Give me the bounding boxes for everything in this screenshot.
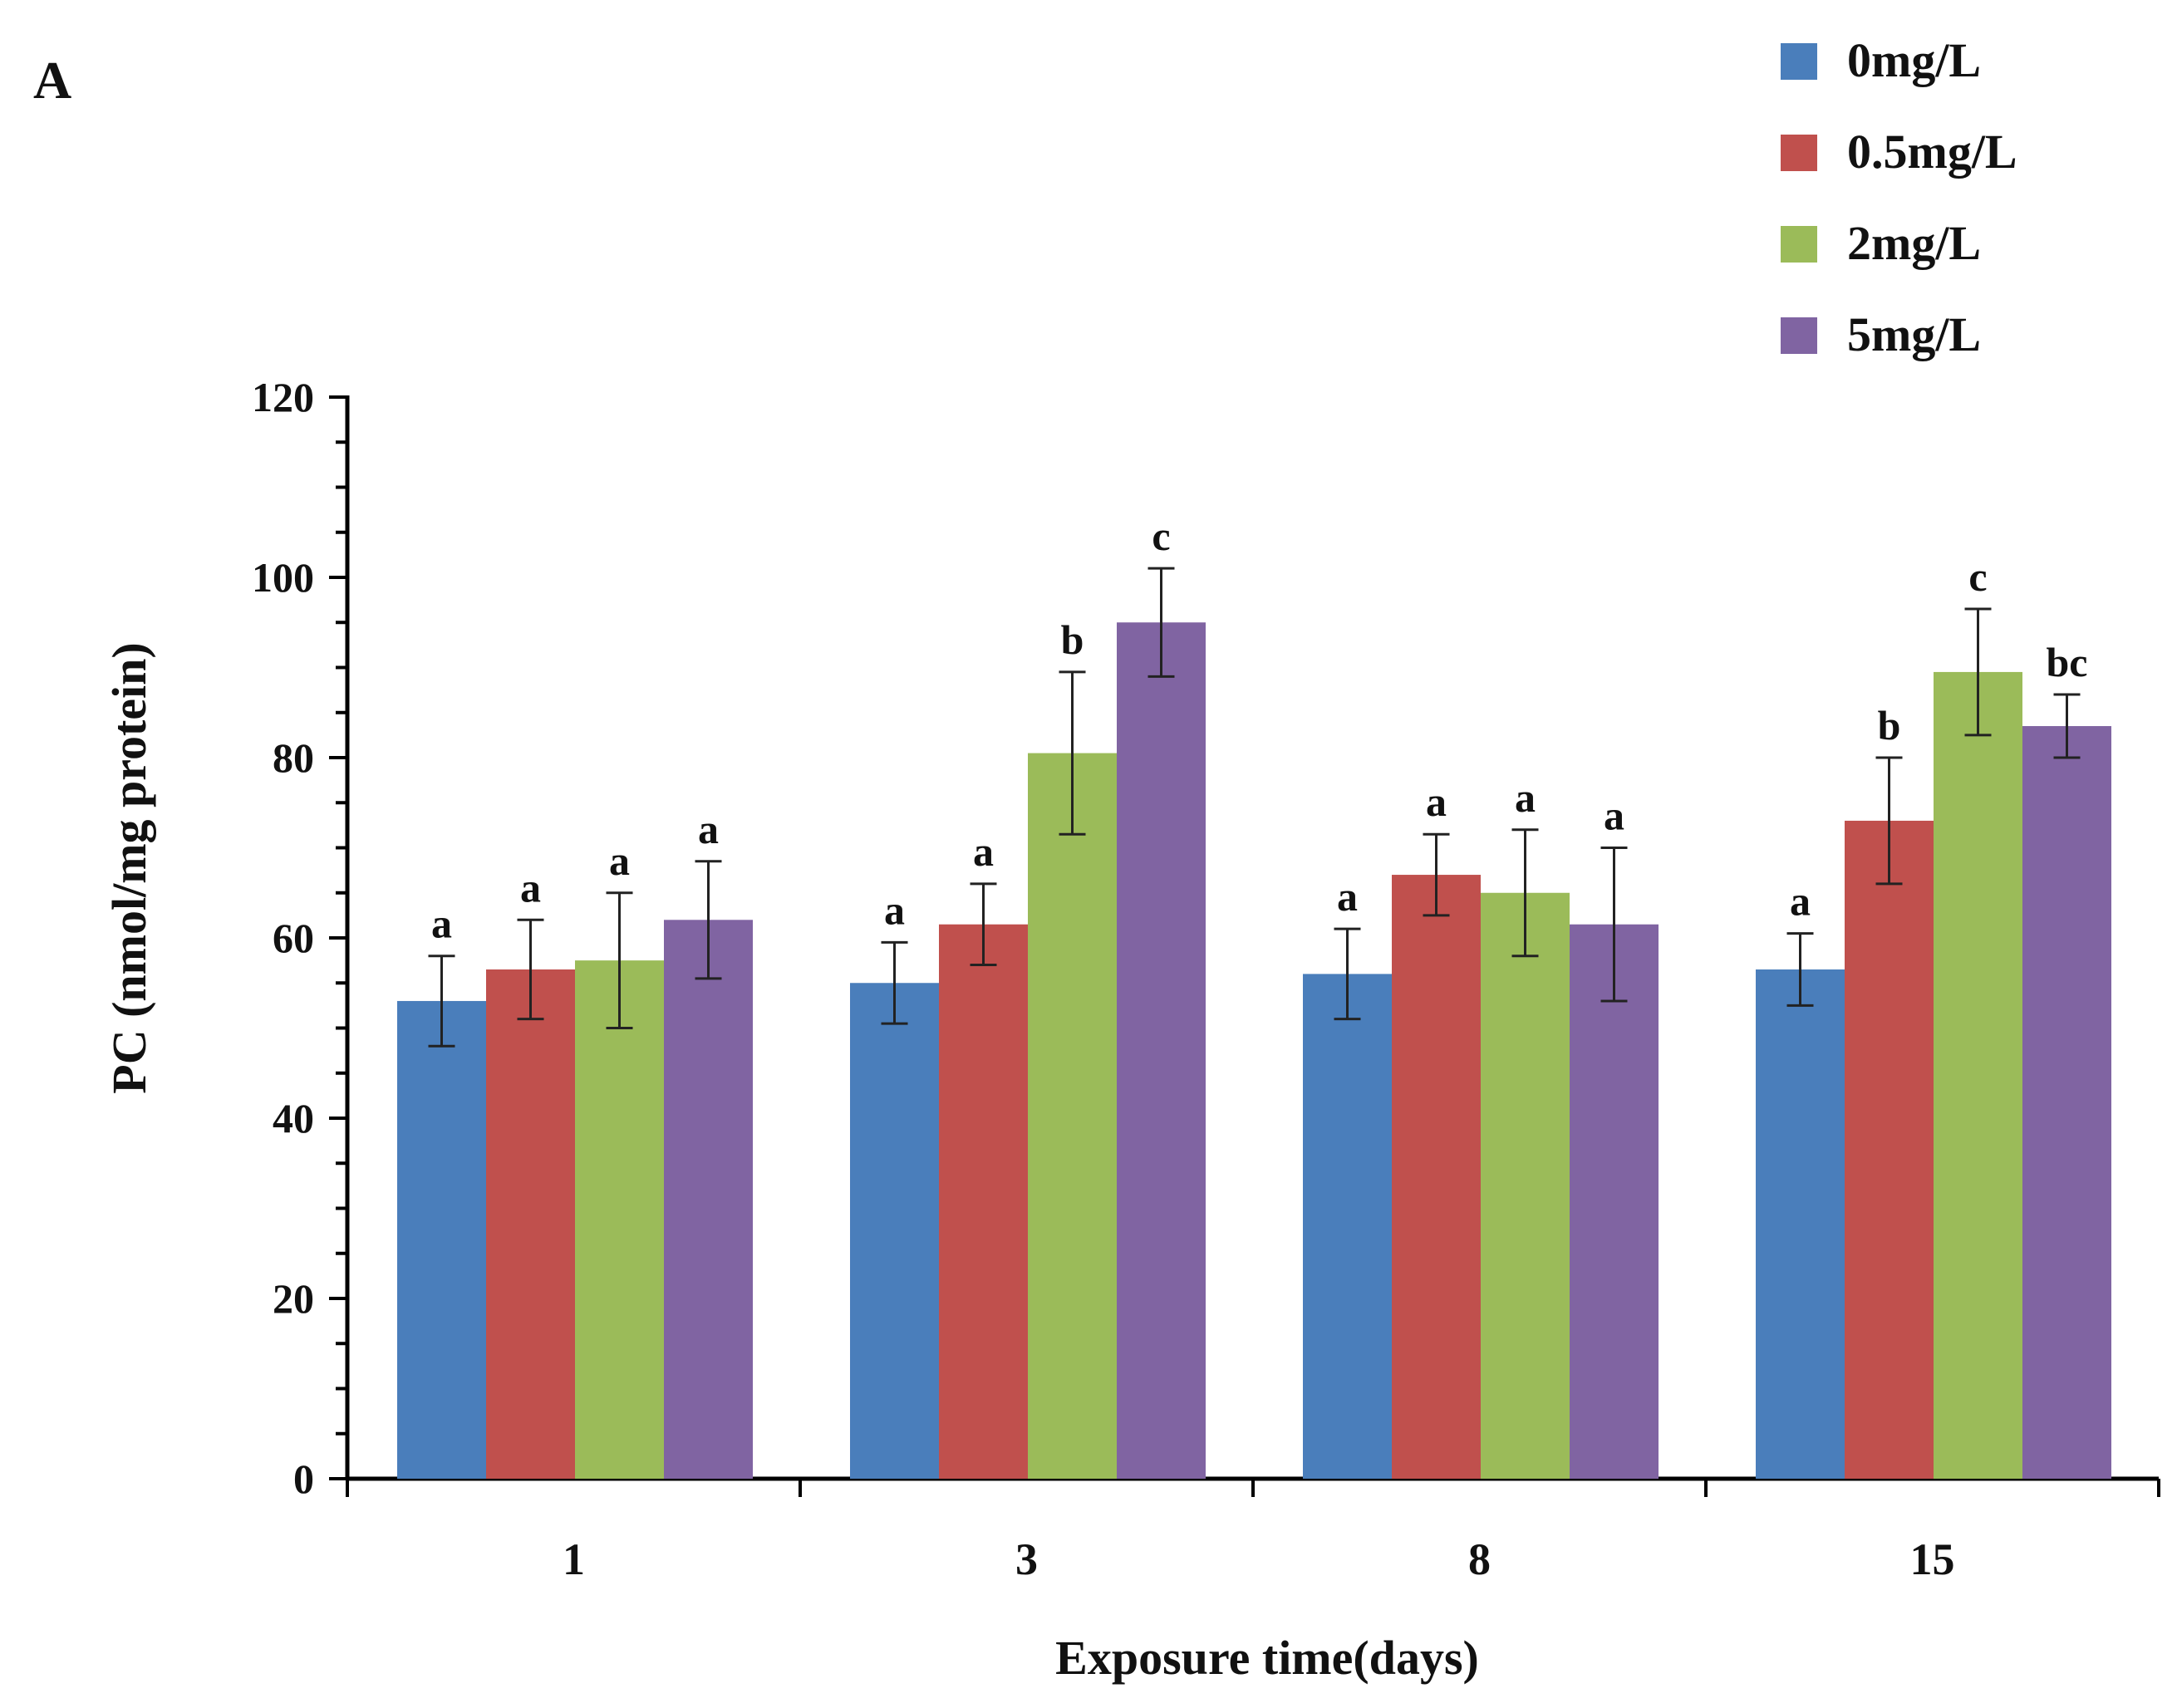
significance-label: bc [2047, 639, 2088, 685]
significance-label: b [1061, 616, 1084, 663]
significance-label: a [520, 864, 541, 910]
y-tick-label: 40 [273, 1095, 314, 1141]
significance-label: a [1515, 774, 1536, 821]
significance-label: b [1878, 702, 1901, 748]
significance-label: a [609, 837, 630, 884]
bar-2mgL-day1 [575, 960, 664, 1479]
legend-swatch [1781, 135, 1817, 171]
panel-label: A [33, 51, 71, 110]
y-tick-label: 80 [273, 734, 314, 781]
x-axis: 1 3 8 15 [346, 1476, 2160, 1584]
bar-05mgL-day1 [486, 969, 575, 1479]
bar-5mgL-day1 [664, 920, 753, 1479]
bar-5mgL-day3 [1117, 622, 1206, 1479]
x-tick-label: 15 [1910, 1534, 1955, 1584]
y-tick-label: 60 [273, 915, 314, 961]
legend-label: 2mg/L [1847, 216, 1981, 270]
significance-label: a [1790, 878, 1811, 925]
y-tick-label: 120 [252, 374, 314, 420]
legend-label: 0mg/L [1847, 33, 1981, 87]
legend: 0mg/L 0.5mg/L 2mg/L 5mg/L [1781, 33, 2017, 361]
bar-0mgL-day3 [850, 983, 939, 1479]
significance-label: a [973, 828, 994, 875]
bar-05mgL-day15 [1845, 820, 1934, 1479]
significance-label: a [884, 886, 905, 933]
legend-swatch [1781, 43, 1817, 80]
bar-2mgL-day15 [1934, 671, 2022, 1479]
significance-label: a [698, 806, 719, 852]
significance-label: a [1426, 778, 1447, 825]
bar-2mgL-day3 [1028, 753, 1117, 1479]
significance-label: c [1152, 513, 1170, 559]
significance-label: c [1968, 553, 1987, 600]
x-tick-label: 1 [563, 1534, 585, 1584]
significance-label: a [1604, 793, 1624, 839]
y-axis: 0 20 40 60 80 100 120 [252, 374, 350, 1502]
bar-5mgL-day15 [2022, 726, 2111, 1479]
legend-label: 5mg/L [1847, 307, 1981, 361]
bar-5mgL-day8 [1570, 924, 1659, 1479]
x-axis-title: Exposure time(days) [1055, 1631, 1479, 1685]
x-tick-label: 8 [1468, 1534, 1491, 1584]
significance-label: a [1337, 873, 1358, 920]
legend-label: 0.5mg/L [1847, 125, 2017, 179]
y-tick-label: 20 [273, 1275, 314, 1322]
bar-05mgL-day8 [1392, 875, 1481, 1479]
y-axis-title: PC (nmol/mg protein) [102, 642, 156, 1093]
bar-0mgL-day15 [1756, 969, 1845, 1479]
bar-2mgL-day8 [1481, 892, 1570, 1479]
y-tick-label: 0 [293, 1455, 314, 1502]
significance-label: a [431, 901, 452, 947]
legend-swatch [1781, 226, 1817, 263]
y-tick-label: 100 [252, 554, 314, 601]
bar-0mgL-day8 [1303, 974, 1392, 1479]
legend-swatch [1781, 317, 1817, 354]
bar-05mgL-day3 [939, 924, 1028, 1479]
bar-0mgL-day1 [397, 1000, 486, 1479]
x-tick-label: 3 [1015, 1534, 1038, 1584]
